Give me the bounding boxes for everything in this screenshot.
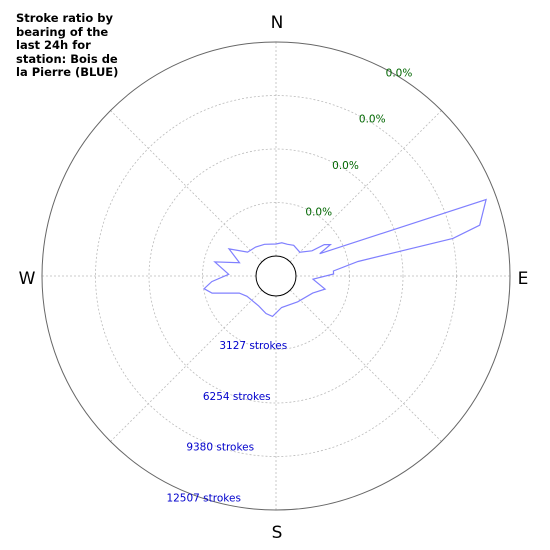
ratio-tick-label: 0.0% <box>359 114 386 126</box>
direction-label: W <box>19 269 36 289</box>
grid-circle <box>202 202 350 350</box>
ratio-tick-label: 0.0% <box>386 67 413 79</box>
chart-title: Stroke ratio by bearing of the last 24h … <box>16 11 119 79</box>
series-line <box>203 198 487 318</box>
grid-spoke <box>110 110 263 263</box>
stroke-tick-label: 12507 strokes <box>166 493 240 505</box>
grid-circle <box>148 148 404 404</box>
inner-circle <box>255 255 297 297</box>
stroke-tick-label: 6254 strokes <box>203 391 271 403</box>
direction-label: E <box>518 269 529 289</box>
ratio-tick-label: 0.0% <box>305 206 332 218</box>
outer-circle <box>41 41 511 511</box>
ratio-tick-label: 0.0% <box>332 160 359 172</box>
stroke-tick-label: 9380 strokes <box>186 442 254 454</box>
direction-label: N <box>271 13 284 33</box>
stroke-tick-label: 3127 strokes <box>219 340 287 352</box>
direction-label: S <box>272 523 283 543</box>
grid-spoke <box>289 289 442 442</box>
grid-circle <box>95 95 457 457</box>
grid-spoke <box>110 289 263 442</box>
